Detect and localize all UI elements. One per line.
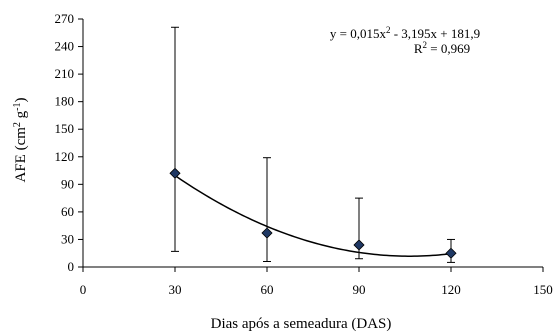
data-markers — [169, 167, 457, 259]
y-tick-label: 0 — [68, 259, 75, 274]
trendline-group — [174, 174, 452, 257]
data-point — [261, 227, 273, 239]
y-ticks: 0 30 60 90 120 150 180 210 240 270 — [55, 11, 83, 274]
error-bars — [171, 26, 455, 263]
y-tick-label: 270 — [55, 11, 75, 26]
x-tick-label: 90 — [353, 282, 366, 297]
y-tick-label: 90 — [61, 176, 74, 191]
x-tick-label: 120 — [441, 282, 461, 297]
y-tick-label: 240 — [55, 39, 75, 54]
data-point — [445, 247, 457, 259]
y-tick-label: 30 — [61, 231, 74, 246]
x-ticks: 0 30 60 90 120 150 — [80, 267, 553, 297]
x-tick-label: 150 — [533, 282, 553, 297]
trendline — [174, 174, 452, 257]
y-tick-label: 150 — [55, 121, 75, 136]
x-tick-label: 0 — [80, 282, 87, 297]
trend-equation: y = 0,015x2 - 3,195x + 181,9 — [330, 25, 480, 41]
y-axis-title: AFE (cm2 g-1) — [12, 97, 29, 182]
x-tick-label: 60 — [261, 282, 274, 297]
data-point — [169, 167, 181, 179]
y-tick-label: 120 — [55, 149, 75, 164]
y-tick-label: 60 — [61, 204, 74, 219]
x-axis-title: Dias após a semeadura (DAS) — [211, 316, 392, 332]
x-tick-label: 30 — [169, 282, 182, 297]
r-squared: R2 = 0,969 — [414, 40, 470, 56]
y-tick-label: 180 — [55, 94, 75, 109]
axes — [82, 19, 543, 268]
data-point — [353, 239, 365, 251]
y-tick-label: 210 — [55, 66, 75, 81]
